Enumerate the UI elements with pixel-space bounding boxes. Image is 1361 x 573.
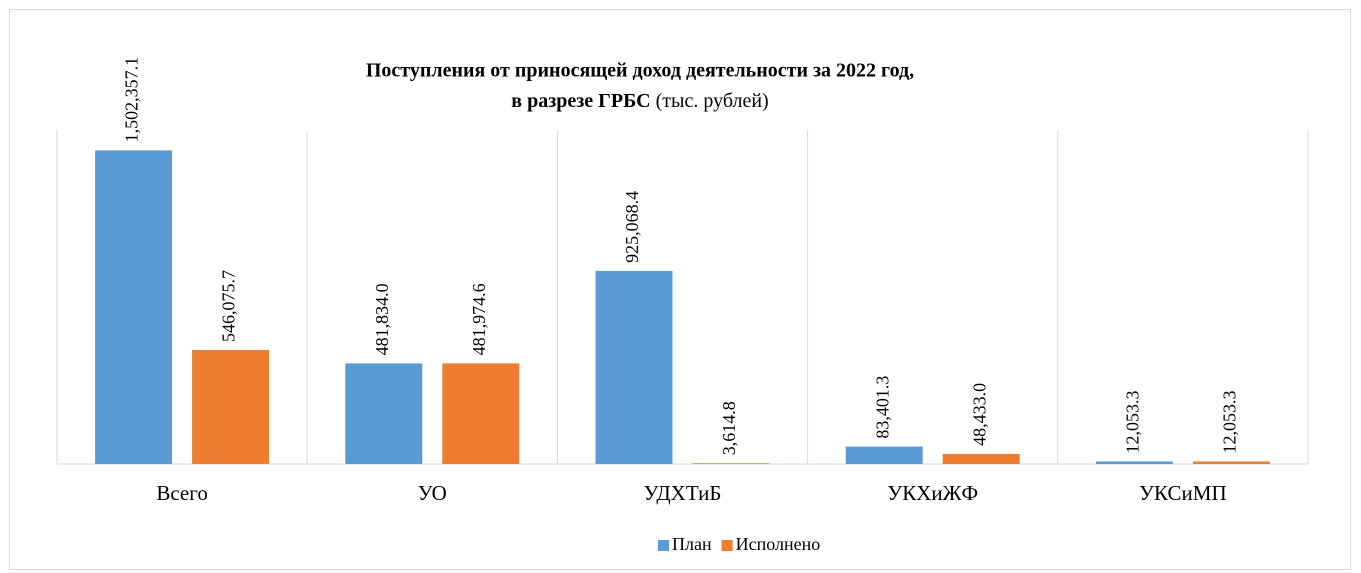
data-label: 481,974.6 <box>469 283 489 355</box>
chart-title: в разрезе ГРБС <box>511 90 650 112</box>
chart-title-note: (тыс. рублей) <box>656 90 769 112</box>
bar <box>845 446 923 464</box>
bar <box>692 463 770 464</box>
data-label: 12,053.3 <box>1123 390 1143 453</box>
bar <box>942 453 1020 464</box>
bar <box>345 363 423 464</box>
bar <box>1095 461 1173 464</box>
data-label: 481,834.0 <box>372 283 392 355</box>
data-label: 1,502,357.1 <box>122 57 142 143</box>
data-label: 48,433.0 <box>969 383 989 446</box>
bar <box>442 363 520 464</box>
data-label: 83,401.3 <box>872 376 892 439</box>
data-label: 3,614.8 <box>719 401 739 455</box>
bar <box>192 350 270 464</box>
x-tick-label: УКХиЖФ <box>887 481 978 505</box>
x-tick-label: Всего <box>156 481 208 505</box>
x-tick-label: УДХТиБ <box>644 481 722 505</box>
x-tick-label: УО <box>418 481 447 505</box>
chart-title: в разрезе ГРБС (тыс. рублей) <box>511 90 768 112</box>
chart-frame <box>9 9 1351 570</box>
x-tick-label: УКСиМП <box>1139 481 1226 505</box>
legend-label: Исполнено <box>736 534 821 554</box>
legend-swatch <box>721 540 733 551</box>
data-label: 12,053.3 <box>1220 390 1240 453</box>
legend-label: План <box>672 534 712 554</box>
chart-title: Поступления от приносящей доход деятельн… <box>366 60 914 82</box>
data-label: 546,075.7 <box>219 270 239 342</box>
bar <box>1192 461 1270 464</box>
data-label: 925,068.4 <box>622 191 642 263</box>
legend-swatch <box>658 540 669 551</box>
bar <box>95 150 173 465</box>
bar <box>595 270 673 464</box>
